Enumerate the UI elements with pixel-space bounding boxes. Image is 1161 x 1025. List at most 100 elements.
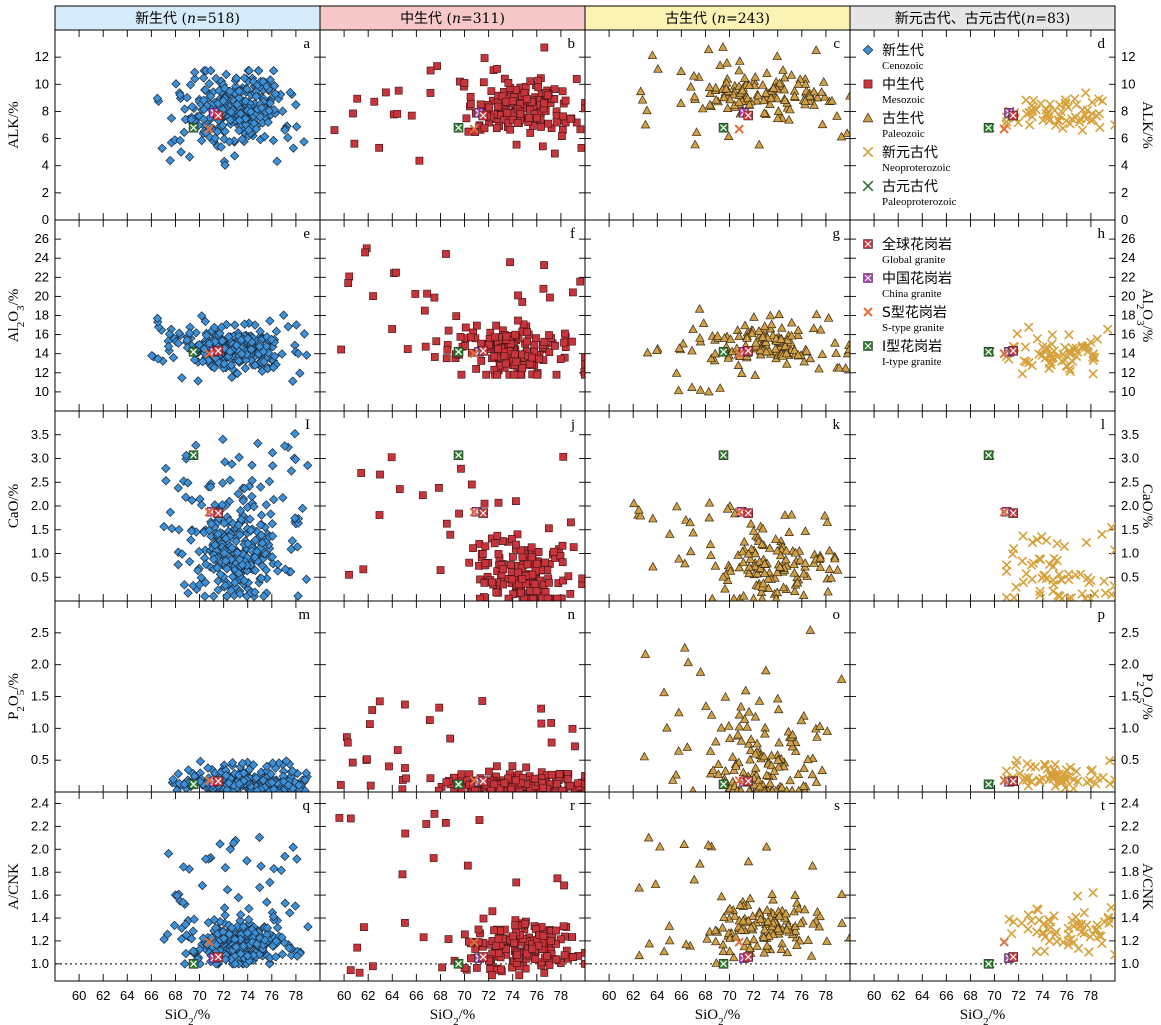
- data-point: [695, 858, 705, 868]
- data-point: [522, 763, 530, 772]
- data-point: [547, 719, 556, 727]
- data-point: [269, 494, 279, 505]
- y-axis-label-left: A/CNK: [6, 863, 22, 910]
- data-point: [556, 355, 565, 364]
- data-point: [759, 924, 770, 934]
- x-axis-label: SiO2/%: [960, 1007, 1006, 1025]
- legend-marker-cenozoic: [862, 44, 874, 56]
- data-point: [1035, 590, 1045, 600]
- data-point: [345, 272, 354, 281]
- reference-s-type-marker: [999, 348, 1009, 359]
- data-point: [220, 126, 230, 137]
- data-point: [1026, 916, 1037, 926]
- reference-i-type-marker: [718, 779, 729, 790]
- data-point: [346, 966, 355, 975]
- data-point: [811, 309, 822, 319]
- data-point: [181, 492, 191, 502]
- data-point: [1018, 577, 1029, 588]
- data-point: [564, 572, 573, 581]
- data-point: [779, 72, 790, 82]
- data-point: [549, 547, 558, 556]
- data-point: [277, 106, 288, 116]
- data-point: [200, 85, 210, 95]
- data-point: [532, 114, 541, 122]
- data-point: [745, 745, 756, 755]
- data-point: [517, 546, 525, 555]
- data-point: [493, 65, 501, 73]
- data-point: [299, 137, 309, 147]
- reference-s-type-marker: [734, 348, 744, 359]
- panel-label: l: [1101, 417, 1105, 433]
- y-tick-label-right: 2.5: [1121, 474, 1139, 489]
- data-point: [1025, 762, 1036, 772]
- legend-marker-ref-2: [863, 307, 873, 317]
- data-point: [792, 940, 802, 949]
- data-point: [480, 124, 489, 133]
- data-point: [290, 901, 301, 911]
- data-point: [1065, 119, 1075, 129]
- data-point: [165, 155, 175, 166]
- data-point: [728, 952, 739, 962]
- reference-global-marker: [1008, 508, 1018, 518]
- data-point: [824, 545, 835, 555]
- data-point: [444, 935, 453, 943]
- y-tick-label-right: 1.5: [1121, 522, 1139, 537]
- data-point: [272, 923, 283, 933]
- data-point: [845, 932, 850, 942]
- data-point: [494, 345, 502, 353]
- data-point: [187, 101, 197, 112]
- data-point: [189, 67, 200, 78]
- data-point: [479, 550, 487, 558]
- data-point: [736, 701, 746, 711]
- x-tick-label: 62: [96, 988, 110, 1003]
- data-point: [264, 106, 274, 116]
- legend-label-zh: 古生代: [882, 111, 924, 127]
- data-point: [222, 785, 232, 792]
- data-point: [559, 576, 567, 585]
- y-axis-label-right: A/CNK: [1139, 863, 1155, 910]
- data-point: [510, 370, 519, 379]
- scatter-points: [635, 42, 850, 149]
- data-point: [559, 112, 567, 121]
- data-point: [803, 754, 813, 764]
- data-point: [781, 545, 792, 555]
- panel-label: k: [833, 417, 841, 433]
- scatter-points: [335, 809, 585, 980]
- data-point: [800, 79, 811, 88]
- data-point: [569, 543, 578, 551]
- data-point: [708, 765, 718, 775]
- legend-label-en: Paleozoic: [882, 128, 925, 140]
- data-point: [1069, 94, 1080, 104]
- data-point: [793, 330, 803, 339]
- y-tick-label-right: 1.2: [1121, 933, 1139, 948]
- data-point: [229, 151, 240, 161]
- data-point: [545, 961, 554, 969]
- data-point: [526, 129, 535, 137]
- data-point: [559, 452, 568, 461]
- data-point: [516, 588, 525, 597]
- panel-I: I: [54, 410, 321, 602]
- data-point: [244, 66, 254, 76]
- data-point: [1067, 915, 1077, 926]
- panel-label: r: [570, 798, 575, 814]
- data-point: [676, 98, 686, 107]
- data-point: [301, 768, 311, 778]
- data-point: [553, 594, 562, 601]
- data-point: [511, 776, 520, 785]
- data-point: [723, 353, 734, 362]
- data-point: [568, 933, 577, 941]
- data-point: [425, 716, 434, 724]
- data-point: [747, 911, 758, 920]
- data-point: [1027, 537, 1038, 548]
- data-point: [777, 782, 787, 792]
- data-point: [808, 918, 818, 928]
- data-point: [250, 587, 260, 597]
- data-point: [818, 77, 829, 86]
- data-point: [653, 63, 663, 73]
- data-point: [246, 525, 256, 536]
- x-tick-label: 64: [650, 988, 664, 1003]
- data-point: [541, 588, 550, 596]
- data-point: [173, 338, 184, 348]
- data-point: [239, 483, 250, 494]
- reference-global-marker: [1008, 110, 1018, 121]
